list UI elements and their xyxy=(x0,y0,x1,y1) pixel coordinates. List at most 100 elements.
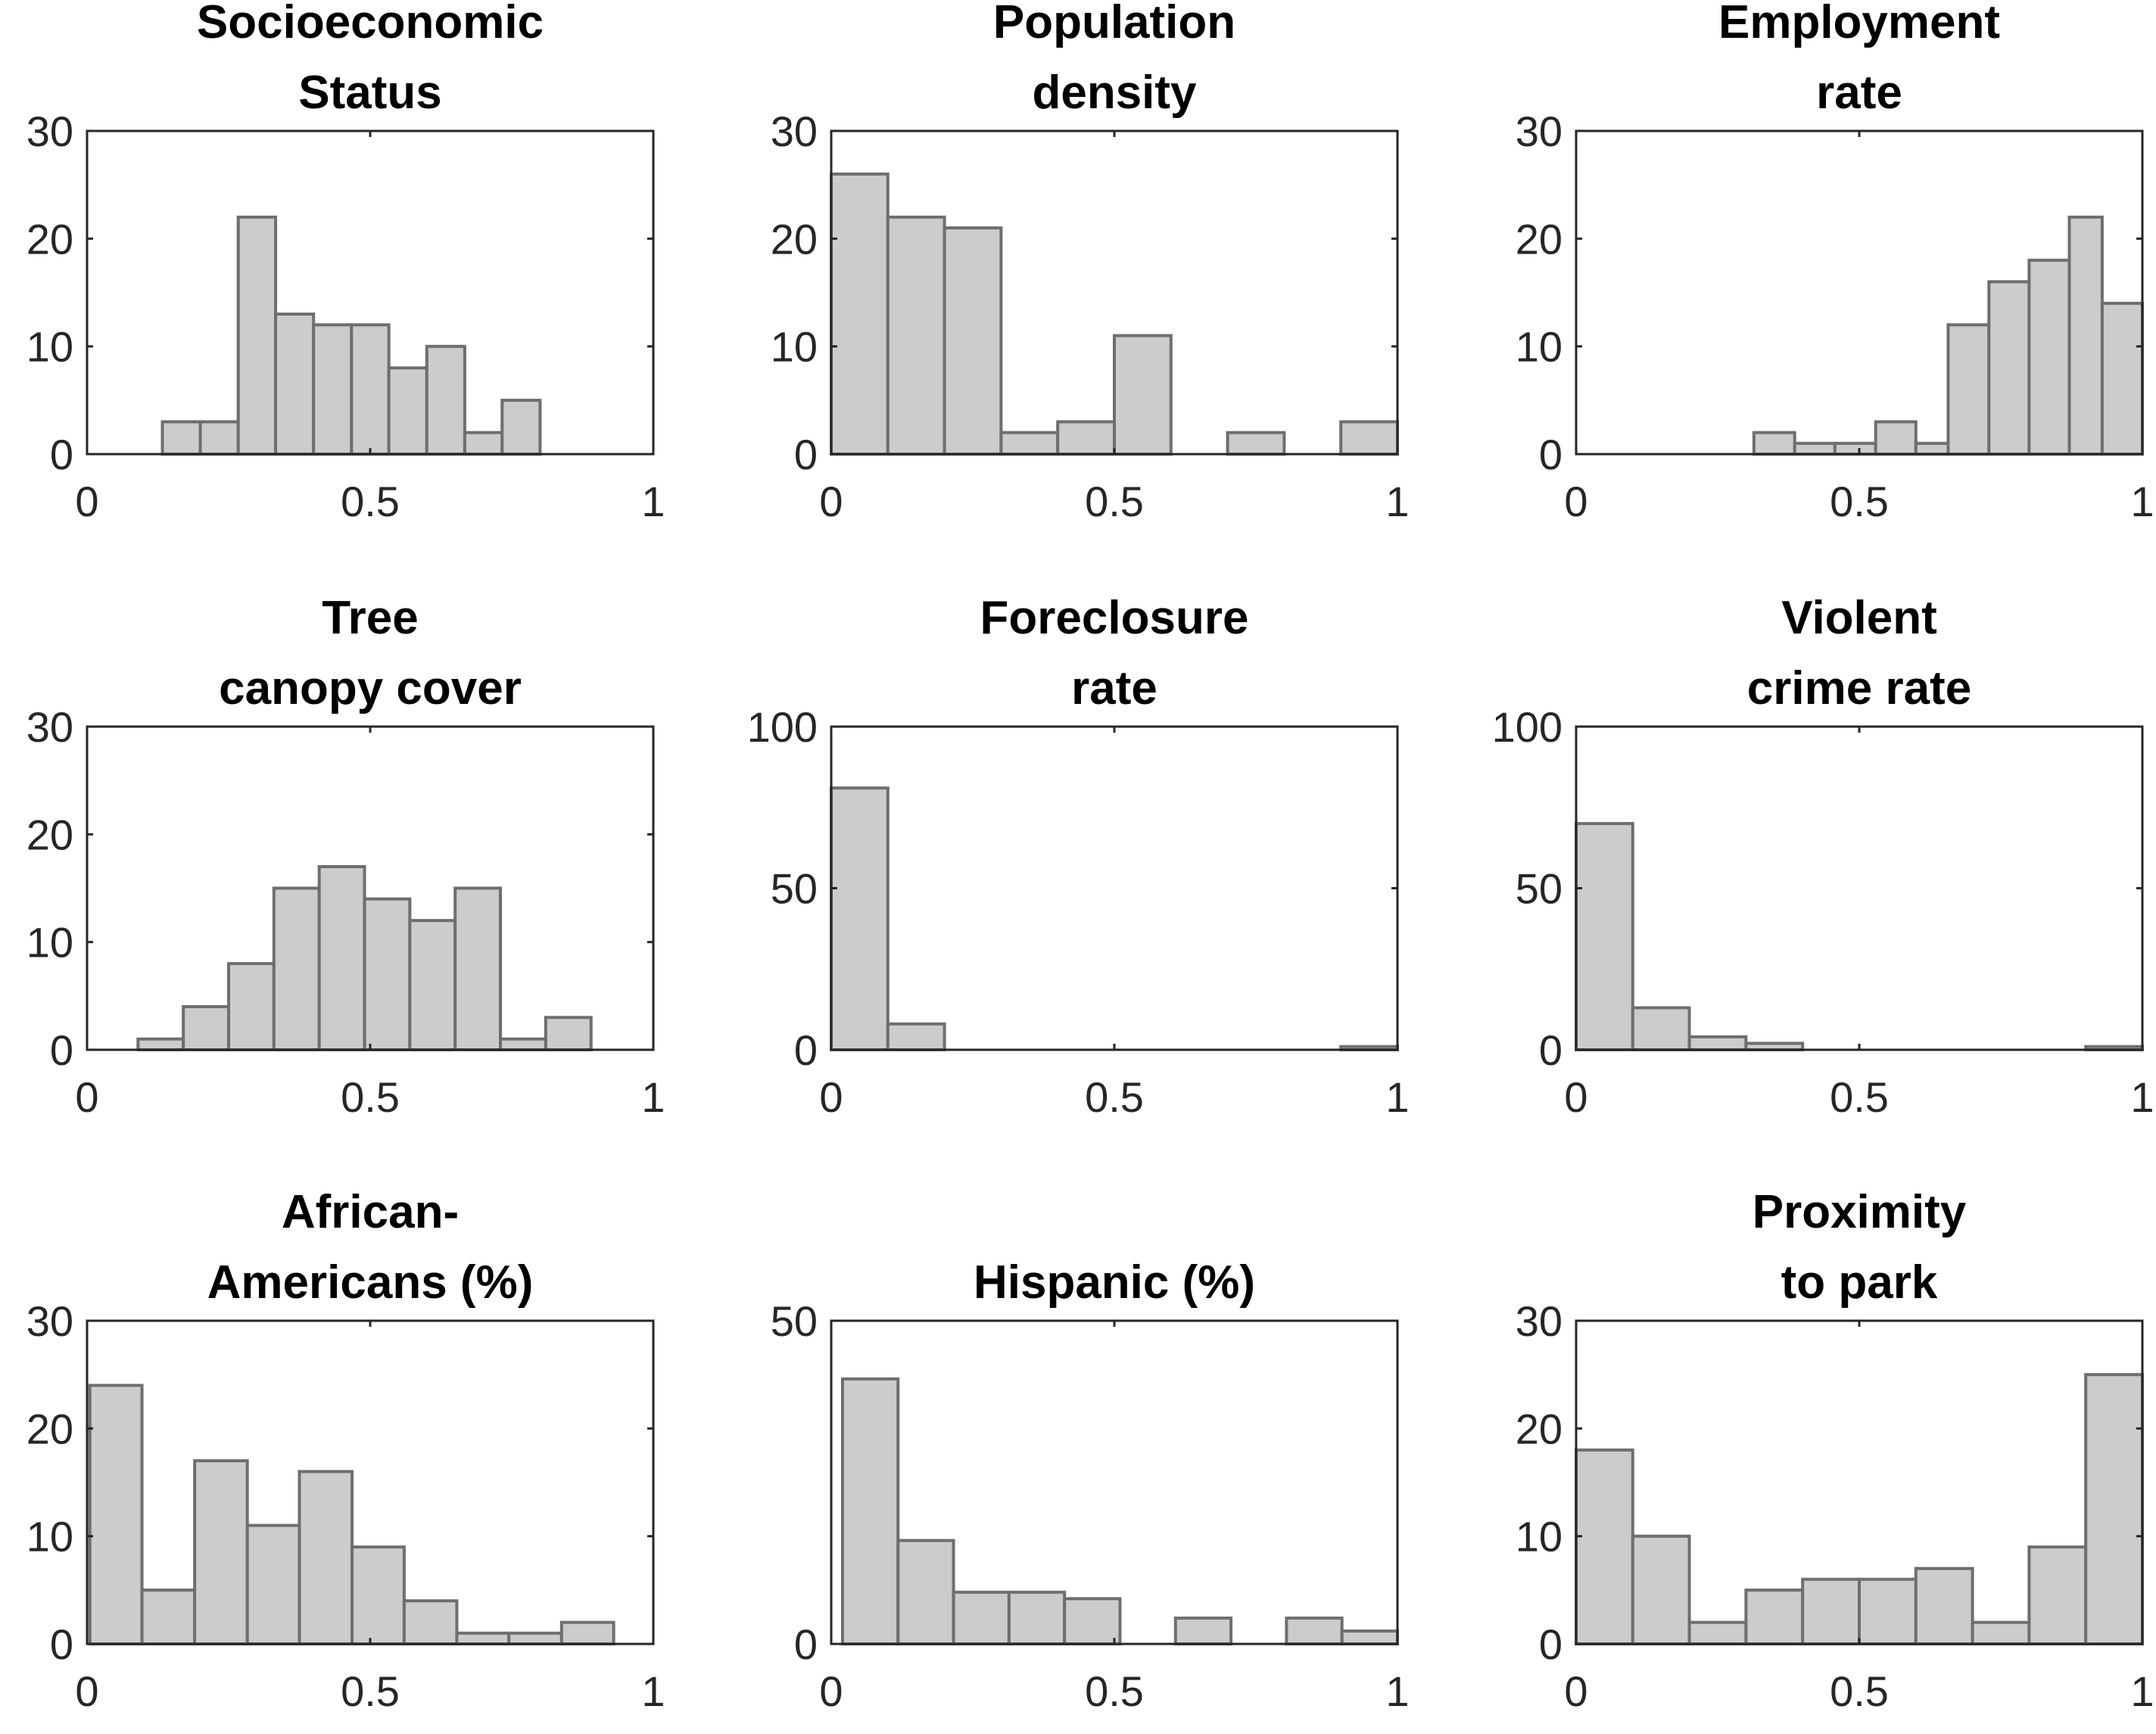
histogram-bar xyxy=(272,886,321,1051)
x-tick-label: 0 xyxy=(75,1073,98,1121)
histogram-bar xyxy=(425,344,466,456)
panel-title-line: to park xyxy=(1781,1256,1938,1309)
histogram-bar xyxy=(1801,1577,1861,1646)
x-tick-label: 1 xyxy=(641,1073,665,1121)
histogram-bar xyxy=(1858,1577,1918,1646)
y-tick-label: 30 xyxy=(1516,1297,1562,1345)
histogram-bar xyxy=(2084,1373,2144,1645)
y-tick-label: 20 xyxy=(1516,1405,1562,1452)
y-tick-label: 0 xyxy=(1539,1620,1562,1668)
y-tick-label: 20 xyxy=(1516,215,1562,263)
histogram-bar xyxy=(227,962,276,1051)
x-tick-label: 1 xyxy=(2130,1667,2154,1715)
histogram-bar xyxy=(544,1016,593,1052)
histogram-bar xyxy=(298,1470,354,1646)
histogram-bar xyxy=(1113,334,1173,456)
y-tick-label: 30 xyxy=(26,703,73,751)
x-tick-label: 0.5 xyxy=(1830,1667,1889,1715)
histogram-bar xyxy=(1987,280,2031,456)
x-tick-label: 1 xyxy=(641,478,665,525)
panel-title-line: Population xyxy=(993,0,1235,48)
y-tick-label: 0 xyxy=(50,1620,73,1668)
panel-title-line: Tree xyxy=(322,592,419,644)
x-tick-label: 0 xyxy=(1564,1073,1587,1121)
histogram-bar xyxy=(198,420,240,456)
histogram-bar xyxy=(2100,301,2145,456)
histogram-bar xyxy=(1946,323,1991,456)
histogram-bar xyxy=(1063,1597,1122,1645)
y-tick-label: 10 xyxy=(26,919,73,967)
histogram-bar xyxy=(160,420,202,456)
y-tick-label: 0 xyxy=(794,1620,818,1668)
histogram-bar xyxy=(830,172,890,456)
histogram-bar xyxy=(1575,1448,1634,1646)
x-tick-label: 0.5 xyxy=(341,1667,400,1715)
histogram-bar xyxy=(1173,1616,1233,1646)
histogram-bar xyxy=(1340,1629,1400,1645)
x-tick-label: 0.5 xyxy=(1830,478,1889,525)
y-tick-label: 10 xyxy=(771,323,818,371)
y-tick-label: 100 xyxy=(1492,703,1562,751)
histogram-panel-8: Hispanic (%) 0 0.5 1 0 50 xyxy=(771,1256,1410,1715)
x-tick-label: 0 xyxy=(75,1667,98,1715)
histogram-bar xyxy=(408,919,457,1051)
x-tick-label: 0 xyxy=(819,478,843,525)
histogram-bar xyxy=(236,215,278,456)
histogram-bar xyxy=(840,1377,900,1645)
y-tick-label: 10 xyxy=(26,1513,73,1561)
x-tick-label: 1 xyxy=(1385,478,1409,525)
histogram-bar xyxy=(2027,1545,2088,1646)
x-tick-label: 1 xyxy=(2130,1073,2154,1121)
x-tick-label: 1 xyxy=(641,1667,665,1715)
y-tick-label: 30 xyxy=(26,107,73,155)
panel-title-line: density xyxy=(1032,67,1197,119)
panel-title-line: Violent xyxy=(1781,592,1937,644)
histogram-bar xyxy=(274,312,316,456)
histogram-bar xyxy=(886,1022,946,1051)
y-tick-label: 30 xyxy=(771,107,818,155)
histogram-bar xyxy=(1793,441,1837,456)
y-tick-label: 10 xyxy=(26,323,73,371)
histogram-bar xyxy=(88,1384,144,1646)
y-tick-label: 0 xyxy=(794,431,818,478)
histogram-bar xyxy=(350,323,391,456)
panel-title-line: Proximity xyxy=(1753,1186,1967,1238)
x-tick-label: 0.5 xyxy=(1085,478,1144,525)
histogram-bar xyxy=(387,366,428,456)
x-tick-label: 1 xyxy=(1385,1073,1409,1121)
panel-title-line: crime rate xyxy=(1747,662,1971,714)
y-tick-label: 20 xyxy=(26,811,73,858)
histogram-bar xyxy=(402,1599,459,1645)
x-tick-label: 0 xyxy=(1564,478,1587,525)
histogram-bar xyxy=(1914,1567,1974,1646)
y-tick-label: 50 xyxy=(771,1297,818,1345)
histogram-bar xyxy=(453,886,503,1051)
histogram-bar xyxy=(896,1539,955,1645)
histogram-bar xyxy=(1833,441,1877,456)
y-tick-label: 30 xyxy=(26,1297,73,1345)
panel-title-line: Foreclosure xyxy=(980,592,1249,644)
histogram-bar xyxy=(1226,431,1286,456)
histogram-bar xyxy=(363,897,412,1051)
y-tick-label: 0 xyxy=(50,431,73,478)
histogram-bar xyxy=(463,431,504,456)
histogram-bar xyxy=(1007,1590,1067,1645)
y-tick-label: 20 xyxy=(26,215,73,263)
x-tick-label: 0.5 xyxy=(1830,1073,1889,1121)
histogram-bar xyxy=(1687,1620,1748,1646)
x-tick-label: 0 xyxy=(819,1667,843,1715)
y-tick-label: 20 xyxy=(26,1405,73,1452)
histogram-bar xyxy=(500,398,542,456)
histogram-bar xyxy=(1631,1534,1691,1645)
y-tick-label: 0 xyxy=(794,1026,818,1074)
histogram-bar xyxy=(2067,215,2104,456)
histogram-bar xyxy=(1339,420,1399,456)
histogram-bar xyxy=(830,786,890,1051)
panel-title-line: Employment xyxy=(1718,0,2000,48)
y-tick-label: 0 xyxy=(1539,431,1562,478)
panel-title-line: rate xyxy=(1816,67,1902,119)
histogram-bar xyxy=(312,323,354,456)
histogram-bar xyxy=(1575,822,1634,1051)
